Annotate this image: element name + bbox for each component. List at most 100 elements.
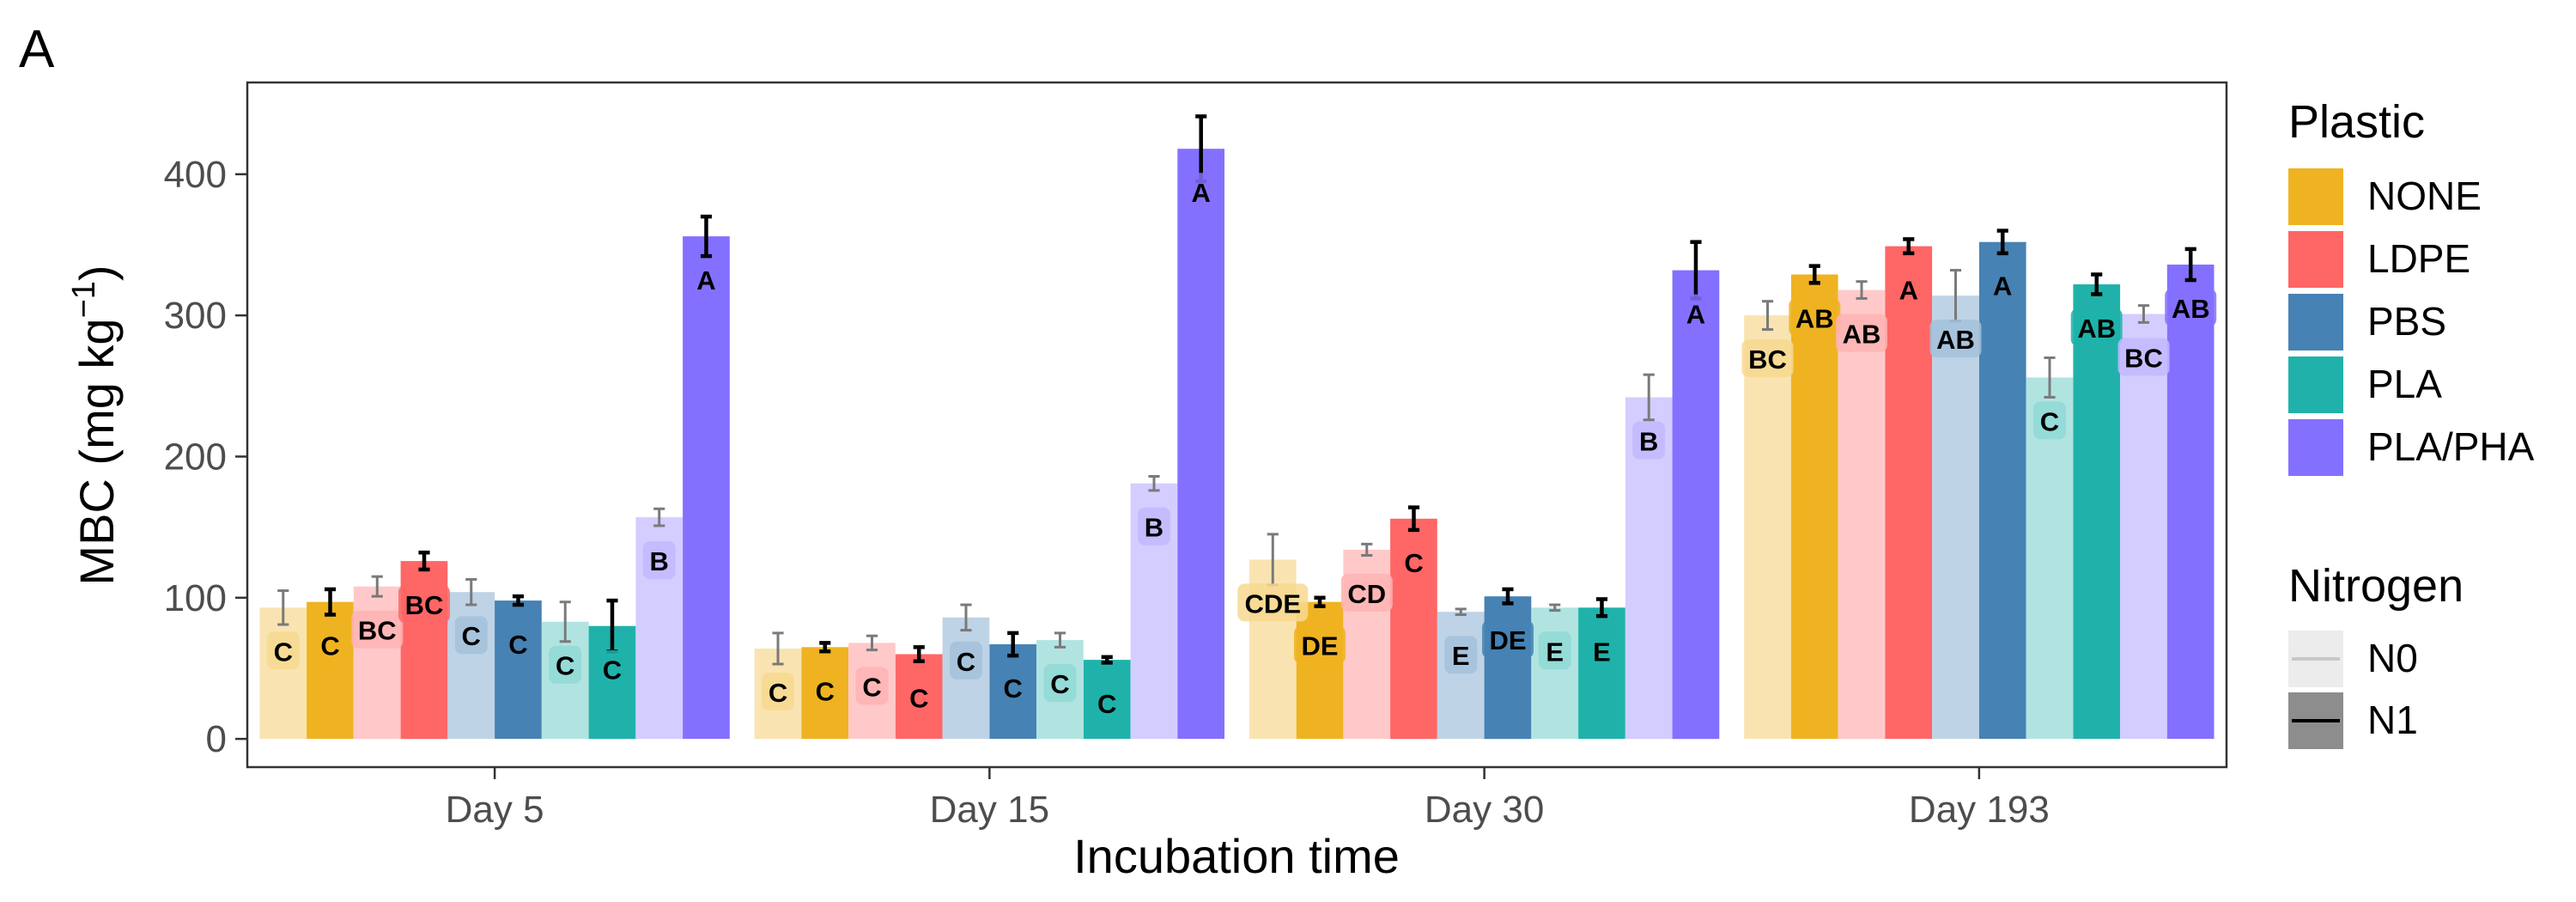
bar-day193-plapha-n0 — [2120, 314, 2167, 740]
letter-box — [1184, 173, 1218, 211]
error-bar — [2137, 304, 2150, 324]
error-bar — [2184, 247, 2196, 283]
error-bar — [2091, 272, 2103, 296]
legend-label: PLA — [2367, 362, 2442, 406]
significance-letter: C — [1404, 548, 1423, 578]
significance-letter: AB — [2172, 294, 2210, 324]
letter-box — [1294, 625, 1346, 664]
legend-label: PBS — [2367, 299, 2446, 344]
significance-letter: C — [909, 684, 928, 714]
bar-day5-none-n1 — [307, 601, 354, 740]
y-axis-label-close: ) — [70, 265, 124, 281]
bar-day5-pbs-n0 — [447, 592, 495, 740]
error-bar — [371, 575, 383, 598]
error-bar — [866, 634, 878, 652]
bar-day30-pla-n1 — [1578, 607, 1625, 740]
bar-day5-plapha-n1 — [683, 236, 730, 740]
significance-letter: AB — [1936, 325, 1975, 355]
letter-box — [1538, 631, 1571, 670]
error-bar — [1101, 655, 1113, 665]
error-bar — [1856, 280, 1868, 300]
letter-box — [2165, 289, 2217, 326]
significance-letter: E — [1546, 637, 1564, 667]
letter-box — [1892, 270, 1925, 308]
error-bar — [1502, 587, 1514, 606]
error-bar — [1054, 631, 1066, 649]
y-tick-label: 0 — [206, 718, 227, 760]
bar-day193-pbs-n1 — [1978, 241, 2026, 740]
significance-letter: B — [1145, 513, 1163, 543]
letter-box — [398, 585, 450, 624]
significance-letter: BC — [405, 590, 444, 620]
significance-letter: C — [1050, 669, 1069, 699]
error-bar — [1407, 505, 1420, 533]
letter-box — [1482, 620, 1534, 659]
letter-box — [1789, 298, 1841, 337]
bar-day30-plapha-n1 — [1672, 270, 1720, 740]
letter-box — [690, 260, 723, 299]
letter-box — [808, 671, 841, 710]
error-bar — [465, 577, 477, 606]
error-bar — [2044, 356, 2056, 399]
x-axis-label: Incubation time — [1073, 829, 1400, 883]
y-tick-label: 400 — [164, 154, 227, 196]
legend-swatch-none — [2288, 168, 2343, 225]
letter-box — [950, 641, 982, 680]
error-bar — [1361, 542, 1373, 558]
error-bar — [1761, 300, 1774, 332]
bar-day193-none-n0 — [1744, 315, 1791, 740]
significance-letter: C — [603, 655, 622, 686]
bar-day193-pla-n1 — [2073, 284, 2121, 740]
legend-swatch-pbs — [2288, 294, 2343, 350]
error-bar — [512, 594, 525, 607]
x-tick-label: Day 15 — [930, 789, 1049, 831]
bar-day193-ldpe-n0 — [1838, 289, 1886, 740]
significance-letter: DE — [1489, 625, 1526, 655]
significance-letter: AB — [2077, 314, 2116, 344]
error-bar — [418, 550, 430, 572]
significance-letter: CDE — [1245, 588, 1301, 619]
letter-box — [596, 649, 629, 688]
legend-label: NONE — [2367, 174, 2482, 218]
bar-day5-none-n0 — [259, 607, 307, 740]
letter-box — [1397, 542, 1431, 581]
error-bar — [1996, 229, 2008, 256]
letter-box — [1340, 573, 1393, 612]
y-axis-label: MBC (mg kg−1) — [66, 265, 124, 585]
significance-letter: A — [1192, 178, 1211, 208]
plot-border — [246, 81, 2228, 769]
letter-box — [642, 541, 676, 580]
significance-letter: C — [556, 651, 574, 681]
significance-letter: C — [1004, 673, 1023, 704]
significance-letter: B — [650, 546, 669, 576]
bar-day15-plapha-n1 — [1177, 149, 1224, 740]
significance-letter: E — [1593, 637, 1611, 667]
significance-letter: C — [462, 621, 481, 651]
significance-letter: B — [1639, 426, 1658, 456]
legend-title-plastic: Plastic — [2288, 96, 2425, 148]
letter-box — [1836, 314, 1887, 352]
significance-letter: A — [1993, 271, 2012, 302]
significance-letter: AB — [1795, 303, 1834, 333]
bar-day5-ldpe-n0 — [353, 586, 401, 740]
significance-letter: A — [1686, 300, 1705, 330]
letter-box — [1043, 664, 1077, 703]
legend-label: LDPE — [2367, 236, 2470, 281]
error-bar — [819, 641, 831, 654]
significance-letter: BC — [358, 616, 397, 646]
significance-letter: CD — [1347, 579, 1386, 609]
error-bar — [960, 603, 972, 632]
error-bar — [559, 600, 571, 643]
significance-letter: C — [274, 637, 293, 667]
letter-box — [1237, 583, 1309, 622]
significance-letter: C — [2040, 406, 2059, 436]
legend-title-nitrogen: Nitrogen — [2288, 560, 2464, 612]
x-axis: Day 5 Day 15 Day 30 Day 193 — [446, 767, 2050, 831]
significance-letter: C — [957, 647, 975, 677]
bar-day193-ldpe-n1 — [1885, 246, 1933, 740]
significance-letter: C — [1097, 689, 1116, 719]
error-bar — [653, 507, 665, 527]
legend-label: N1 — [2367, 698, 2418, 742]
letter-box — [1138, 507, 1170, 545]
significance-letter: A — [696, 265, 715, 296]
